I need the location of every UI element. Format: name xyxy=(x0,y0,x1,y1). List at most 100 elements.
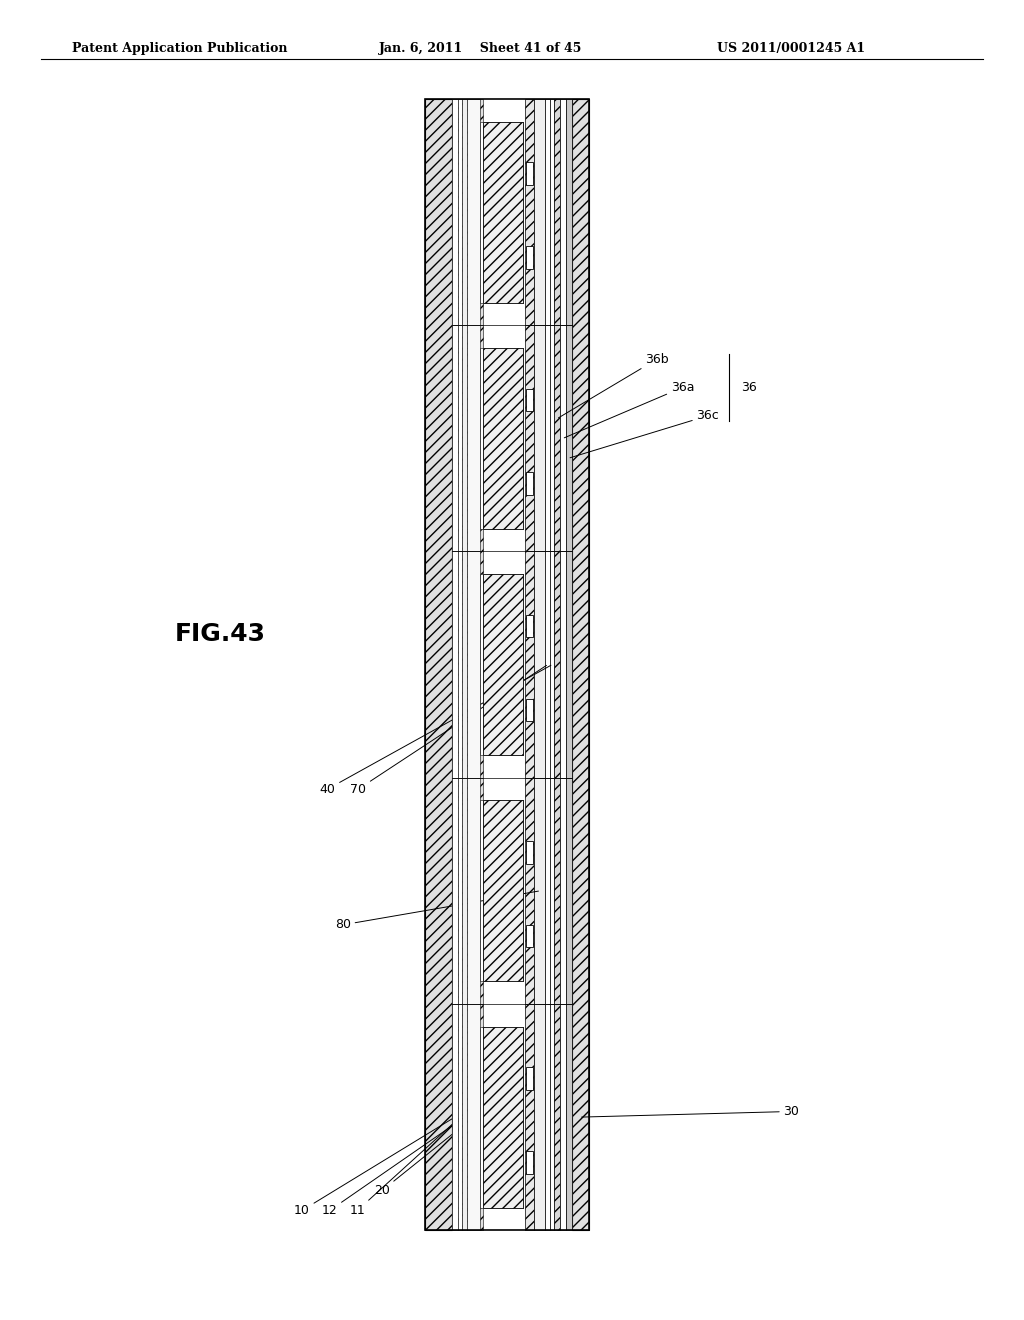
Bar xyxy=(452,302,482,325)
Text: 20: 20 xyxy=(374,1118,472,1197)
Bar xyxy=(467,325,480,552)
Bar xyxy=(525,325,535,552)
Bar xyxy=(482,1027,523,1208)
Bar xyxy=(463,552,467,777)
Bar xyxy=(525,1005,535,1230)
Bar xyxy=(458,552,463,777)
Bar xyxy=(482,348,523,529)
Bar xyxy=(526,473,534,495)
Bar xyxy=(452,1005,458,1230)
Bar xyxy=(560,99,566,325)
Text: 70: 70 xyxy=(350,665,547,796)
Bar xyxy=(452,777,480,1005)
Bar xyxy=(452,99,482,121)
Bar xyxy=(554,552,560,777)
Bar xyxy=(452,777,458,1005)
Bar xyxy=(452,529,482,552)
Bar xyxy=(550,325,554,552)
Bar xyxy=(526,1068,534,1090)
Text: FIG.43: FIG.43 xyxy=(175,622,265,645)
Bar xyxy=(546,777,550,1005)
Bar xyxy=(458,1005,463,1230)
Text: 11: 11 xyxy=(349,1118,459,1217)
Bar xyxy=(467,1005,480,1230)
Bar xyxy=(482,800,523,981)
Bar xyxy=(463,1005,467,1230)
Bar xyxy=(482,121,523,302)
Bar xyxy=(482,800,523,981)
Bar xyxy=(546,1005,550,1230)
Bar xyxy=(550,552,554,777)
Bar xyxy=(550,1005,554,1230)
Bar xyxy=(452,325,458,552)
Bar xyxy=(560,552,566,777)
Bar xyxy=(425,99,589,1230)
Bar xyxy=(458,777,463,1005)
Bar xyxy=(452,777,482,800)
Bar xyxy=(566,325,571,552)
Bar xyxy=(554,99,560,325)
Bar xyxy=(463,325,467,552)
Bar xyxy=(452,1005,482,1027)
Text: 36a: 36a xyxy=(564,381,694,438)
Bar xyxy=(452,552,480,777)
Bar xyxy=(526,841,534,863)
Bar xyxy=(546,99,550,325)
Bar xyxy=(546,325,550,552)
Bar xyxy=(566,777,571,1005)
Text: 36b: 36b xyxy=(558,352,669,418)
Bar xyxy=(566,552,571,777)
Bar xyxy=(526,615,534,638)
Bar xyxy=(458,99,463,325)
Text: 40: 40 xyxy=(319,665,551,796)
Bar xyxy=(566,1005,571,1230)
Bar xyxy=(452,1005,480,1230)
Bar xyxy=(463,99,467,325)
Bar xyxy=(452,552,482,574)
Bar xyxy=(452,1208,482,1230)
Bar xyxy=(526,162,534,185)
Bar xyxy=(525,99,535,325)
Bar xyxy=(535,552,546,777)
Bar xyxy=(467,552,480,777)
Bar xyxy=(554,325,560,552)
Text: Patent Application Publication: Patent Application Publication xyxy=(72,42,287,55)
Bar xyxy=(482,1027,523,1208)
Bar xyxy=(452,325,480,552)
Bar xyxy=(526,246,534,269)
Text: US 2011/0001245 A1: US 2011/0001245 A1 xyxy=(717,42,865,55)
Text: 80: 80 xyxy=(335,891,539,932)
Bar xyxy=(535,1005,546,1230)
Bar xyxy=(526,1151,534,1173)
Bar xyxy=(554,1005,560,1230)
Text: 36: 36 xyxy=(741,381,757,393)
Bar xyxy=(525,552,535,777)
Bar xyxy=(467,777,480,1005)
Bar xyxy=(452,99,458,325)
Bar xyxy=(482,574,523,755)
Text: 10: 10 xyxy=(294,1118,454,1217)
Text: 30: 30 xyxy=(582,1105,800,1118)
Bar xyxy=(526,388,534,412)
Bar xyxy=(482,348,523,529)
Bar xyxy=(452,99,480,325)
Bar xyxy=(550,777,554,1005)
Bar xyxy=(535,325,546,552)
Bar xyxy=(452,325,482,348)
Bar xyxy=(458,325,463,552)
Bar xyxy=(566,99,571,325)
Bar xyxy=(526,698,534,721)
Bar xyxy=(535,99,546,325)
Text: 12: 12 xyxy=(322,1118,464,1217)
Bar xyxy=(452,755,482,777)
Bar xyxy=(525,777,535,1005)
Bar xyxy=(463,777,467,1005)
Bar xyxy=(425,99,452,1230)
Bar xyxy=(482,121,523,302)
Bar xyxy=(560,1005,566,1230)
Bar xyxy=(554,777,560,1005)
Text: Jan. 6, 2011    Sheet 41 of 45: Jan. 6, 2011 Sheet 41 of 45 xyxy=(379,42,583,55)
Bar xyxy=(571,99,589,1230)
Bar xyxy=(546,552,550,777)
Bar xyxy=(482,574,523,755)
